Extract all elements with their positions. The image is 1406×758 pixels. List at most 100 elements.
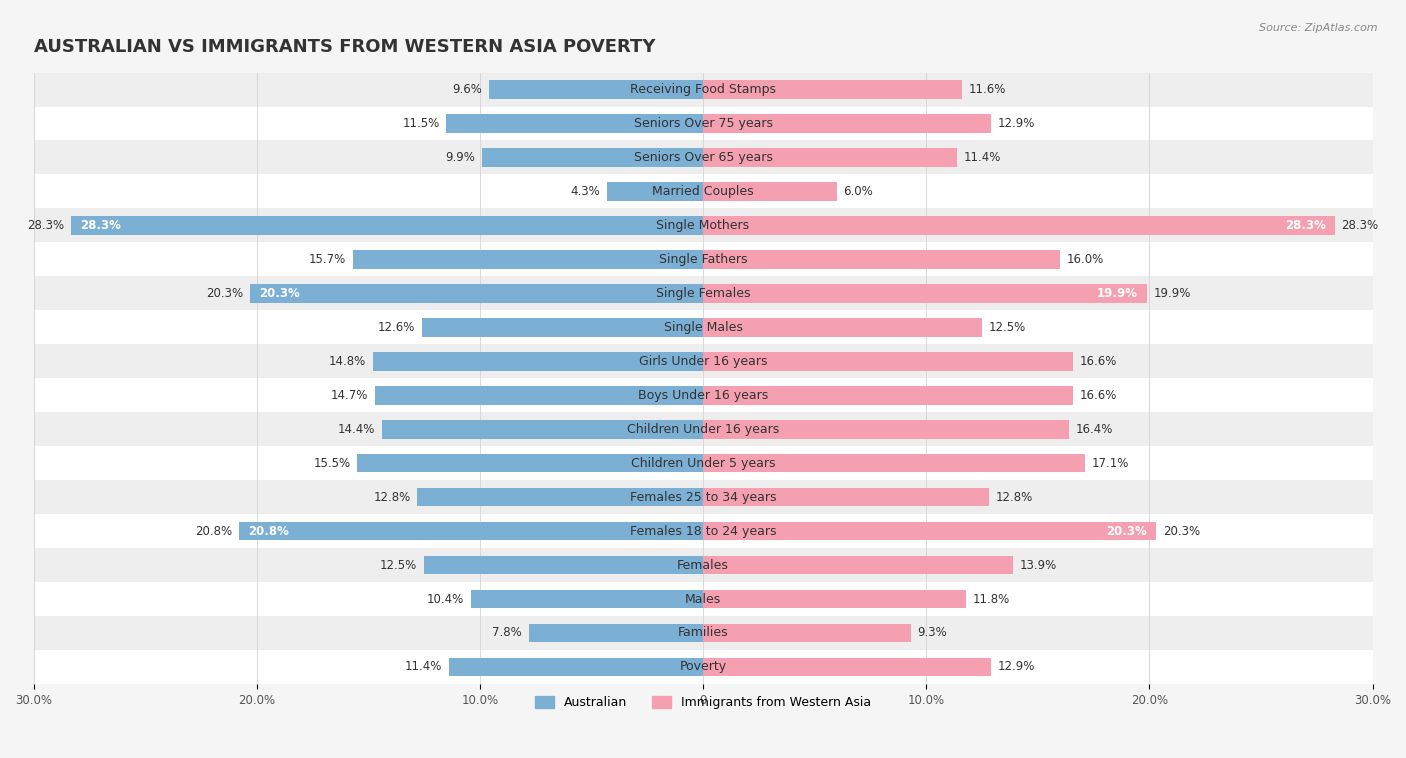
- Text: Poverty: Poverty: [679, 660, 727, 673]
- Bar: [34, 174, 1372, 208]
- Text: 11.8%: 11.8%: [973, 593, 1011, 606]
- Bar: [446, 114, 703, 133]
- Legend: Australian, Immigrants from Western Asia: Australian, Immigrants from Western Asia: [530, 691, 876, 714]
- Bar: [703, 352, 1073, 371]
- Text: 7.8%: 7.8%: [492, 626, 522, 640]
- Bar: [34, 582, 1372, 616]
- Bar: [422, 318, 703, 337]
- Bar: [703, 318, 981, 337]
- Bar: [418, 488, 703, 506]
- Text: Boys Under 16 years: Boys Under 16 years: [638, 389, 768, 402]
- Bar: [482, 148, 703, 167]
- Text: 15.7%: 15.7%: [309, 253, 346, 266]
- Text: Single Fathers: Single Fathers: [659, 253, 747, 266]
- Bar: [375, 386, 703, 405]
- Bar: [703, 284, 1147, 302]
- Bar: [34, 446, 1372, 480]
- Text: Females 25 to 34 years: Females 25 to 34 years: [630, 490, 776, 503]
- Text: 12.9%: 12.9%: [998, 117, 1035, 130]
- Bar: [34, 378, 1372, 412]
- Text: Married Couples: Married Couples: [652, 185, 754, 198]
- Text: 19.9%: 19.9%: [1097, 287, 1139, 300]
- Text: 16.6%: 16.6%: [1080, 355, 1118, 368]
- Bar: [34, 412, 1372, 446]
- Text: 15.5%: 15.5%: [314, 456, 350, 470]
- Bar: [703, 454, 1084, 472]
- Text: Single Males: Single Males: [664, 321, 742, 334]
- Text: 17.1%: 17.1%: [1091, 456, 1129, 470]
- Text: Families: Families: [678, 626, 728, 640]
- Text: Single Females: Single Females: [655, 287, 751, 300]
- Bar: [471, 590, 703, 609]
- Text: 20.3%: 20.3%: [207, 287, 243, 300]
- Bar: [607, 182, 703, 201]
- Text: 20.3%: 20.3%: [259, 287, 299, 300]
- Text: 9.6%: 9.6%: [453, 83, 482, 96]
- Bar: [703, 148, 957, 167]
- Text: Single Mothers: Single Mothers: [657, 219, 749, 232]
- Text: 20.3%: 20.3%: [1163, 525, 1199, 537]
- Bar: [353, 250, 703, 268]
- Bar: [357, 454, 703, 472]
- Bar: [529, 624, 703, 642]
- Text: 9.3%: 9.3%: [917, 626, 948, 640]
- Bar: [703, 420, 1069, 439]
- Text: 16.4%: 16.4%: [1076, 423, 1114, 436]
- Bar: [703, 250, 1060, 268]
- Bar: [703, 488, 988, 506]
- Text: Males: Males: [685, 593, 721, 606]
- Bar: [703, 216, 1334, 235]
- Text: 12.9%: 12.9%: [998, 660, 1035, 673]
- Text: Source: ZipAtlas.com: Source: ZipAtlas.com: [1260, 23, 1378, 33]
- Bar: [34, 480, 1372, 514]
- Text: 12.5%: 12.5%: [380, 559, 418, 572]
- Text: AUSTRALIAN VS IMMIGRANTS FROM WESTERN ASIA POVERTY: AUSTRALIAN VS IMMIGRANTS FROM WESTERN AS…: [34, 38, 655, 56]
- Bar: [34, 616, 1372, 650]
- Bar: [34, 277, 1372, 310]
- Text: Girls Under 16 years: Girls Under 16 years: [638, 355, 768, 368]
- Bar: [703, 658, 991, 676]
- Text: 12.8%: 12.8%: [374, 490, 411, 503]
- Bar: [373, 352, 703, 371]
- Text: 9.9%: 9.9%: [446, 151, 475, 164]
- Text: 14.4%: 14.4%: [337, 423, 375, 436]
- Bar: [34, 140, 1372, 174]
- Bar: [34, 243, 1372, 277]
- Bar: [34, 310, 1372, 344]
- Text: 28.3%: 28.3%: [28, 219, 65, 232]
- Text: 11.4%: 11.4%: [405, 660, 441, 673]
- Bar: [34, 650, 1372, 684]
- Text: 13.9%: 13.9%: [1019, 559, 1057, 572]
- Bar: [703, 80, 962, 99]
- Text: 28.3%: 28.3%: [80, 219, 121, 232]
- Text: 12.8%: 12.8%: [995, 490, 1032, 503]
- Text: 11.4%: 11.4%: [965, 151, 1001, 164]
- Text: 16.6%: 16.6%: [1080, 389, 1118, 402]
- Text: 20.3%: 20.3%: [1107, 525, 1147, 537]
- Text: Females: Females: [678, 559, 728, 572]
- Bar: [34, 344, 1372, 378]
- Text: 11.6%: 11.6%: [969, 83, 1005, 96]
- Bar: [703, 182, 837, 201]
- Text: Children Under 16 years: Children Under 16 years: [627, 423, 779, 436]
- Bar: [34, 73, 1372, 107]
- Bar: [703, 522, 1156, 540]
- Bar: [381, 420, 703, 439]
- Bar: [449, 658, 703, 676]
- Text: 11.5%: 11.5%: [402, 117, 440, 130]
- Bar: [250, 284, 703, 302]
- Text: 4.3%: 4.3%: [571, 185, 600, 198]
- Bar: [489, 80, 703, 99]
- Text: 20.8%: 20.8%: [247, 525, 288, 537]
- Text: 10.4%: 10.4%: [427, 593, 464, 606]
- Bar: [34, 107, 1372, 140]
- Text: Seniors Over 65 years: Seniors Over 65 years: [634, 151, 772, 164]
- Text: Children Under 5 years: Children Under 5 years: [631, 456, 775, 470]
- Bar: [425, 556, 703, 575]
- Bar: [703, 624, 911, 642]
- Text: 6.0%: 6.0%: [844, 185, 873, 198]
- Bar: [34, 514, 1372, 548]
- Text: 28.3%: 28.3%: [1285, 219, 1326, 232]
- Bar: [703, 590, 966, 609]
- Text: 16.0%: 16.0%: [1067, 253, 1104, 266]
